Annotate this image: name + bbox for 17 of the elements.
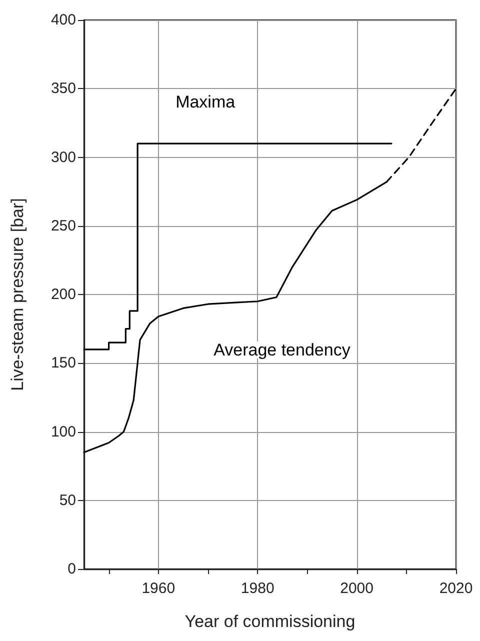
x-tick-label: 1960	[142, 580, 176, 597]
y-tick-label: 250	[50, 217, 76, 234]
text: Average tendency	[214, 340, 351, 360]
x-tick-label: 2020	[439, 580, 473, 597]
x-tick-label: 2000	[340, 580, 374, 597]
y-tick-label: 200	[50, 286, 76, 303]
y-tick-label: 100	[50, 423, 76, 440]
x-tick-label: 1980	[240, 580, 274, 597]
y-tick-label: 0	[68, 560, 76, 578]
y-tick-label: 350	[50, 80, 76, 98]
y-tick-label: 150	[50, 354, 76, 372]
y-axis-title: Live-steam pressure [bar]	[8, 198, 27, 391]
y-tick-label: 50	[59, 492, 76, 509]
x-axis-title: Year of commissioning	[184, 612, 356, 631]
series-label: Maxima	[176, 92, 236, 112]
y-tick-label: 300	[50, 148, 76, 166]
y-tick-label: 400	[50, 12, 76, 28]
